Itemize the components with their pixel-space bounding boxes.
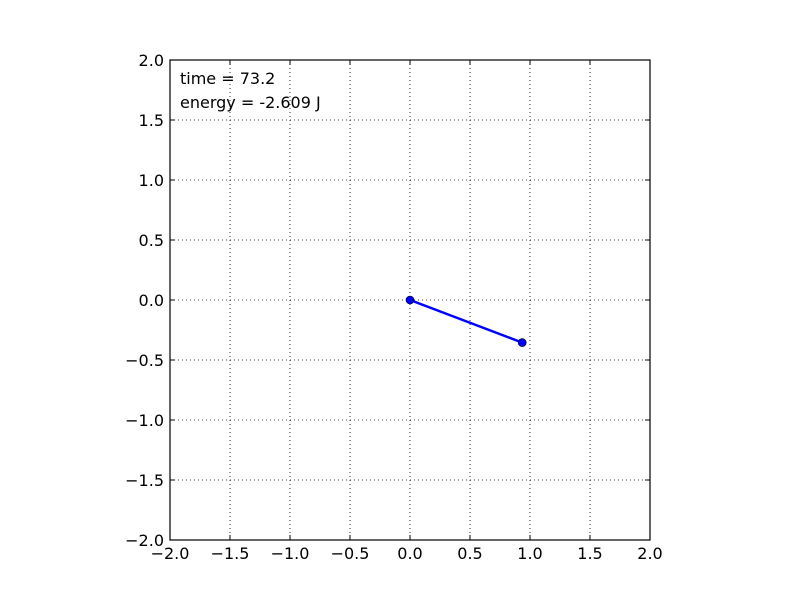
y-tick-labels: 2.0 1.5 1.0 0.5 0.0 −0.5 −1.0 −1.5 −2.0 (125, 51, 164, 550)
time-annotation: time = 73.2 (180, 69, 275, 88)
y-tick-label: −1.0 (125, 411, 164, 430)
x-tick-labels: −2.0 −1.5 −1.0 −0.5 0.0 0.5 1.0 1.5 2.0 (151, 544, 663, 563)
x-tick-label: −1.5 (211, 544, 250, 563)
energy-annotation: energy = -2.609 J (180, 93, 321, 112)
x-tick-label: 1.0 (517, 544, 542, 563)
series-point (517, 338, 527, 347)
x-tick-label: 0.0 (397, 544, 422, 563)
y-tick-label: −1.5 (125, 471, 164, 490)
x-tick-label: 2.0 (637, 544, 662, 563)
y-tick-label: −2.0 (125, 531, 164, 550)
x-tick-label: −0.5 (331, 544, 370, 563)
axes-frame (169, 59, 651, 541)
y-tick-label: 2.0 (139, 51, 164, 70)
x-tick-label: 0.5 (457, 544, 482, 563)
data-series (405, 295, 527, 347)
y-tick-label: 1.5 (139, 111, 164, 130)
x-tick-label: 1.5 (577, 544, 602, 563)
y-tick-label: 0.5 (139, 231, 164, 250)
series-line (409, 298, 523, 344)
y-tick-label: 0.0 (139, 291, 164, 310)
x-tick-label: −1.0 (271, 544, 310, 563)
x-tick-label: −2.0 (151, 544, 190, 563)
y-tick-label: −0.5 (125, 351, 164, 370)
series-point (405, 295, 415, 305)
y-tick-label: 1.0 (139, 171, 164, 190)
